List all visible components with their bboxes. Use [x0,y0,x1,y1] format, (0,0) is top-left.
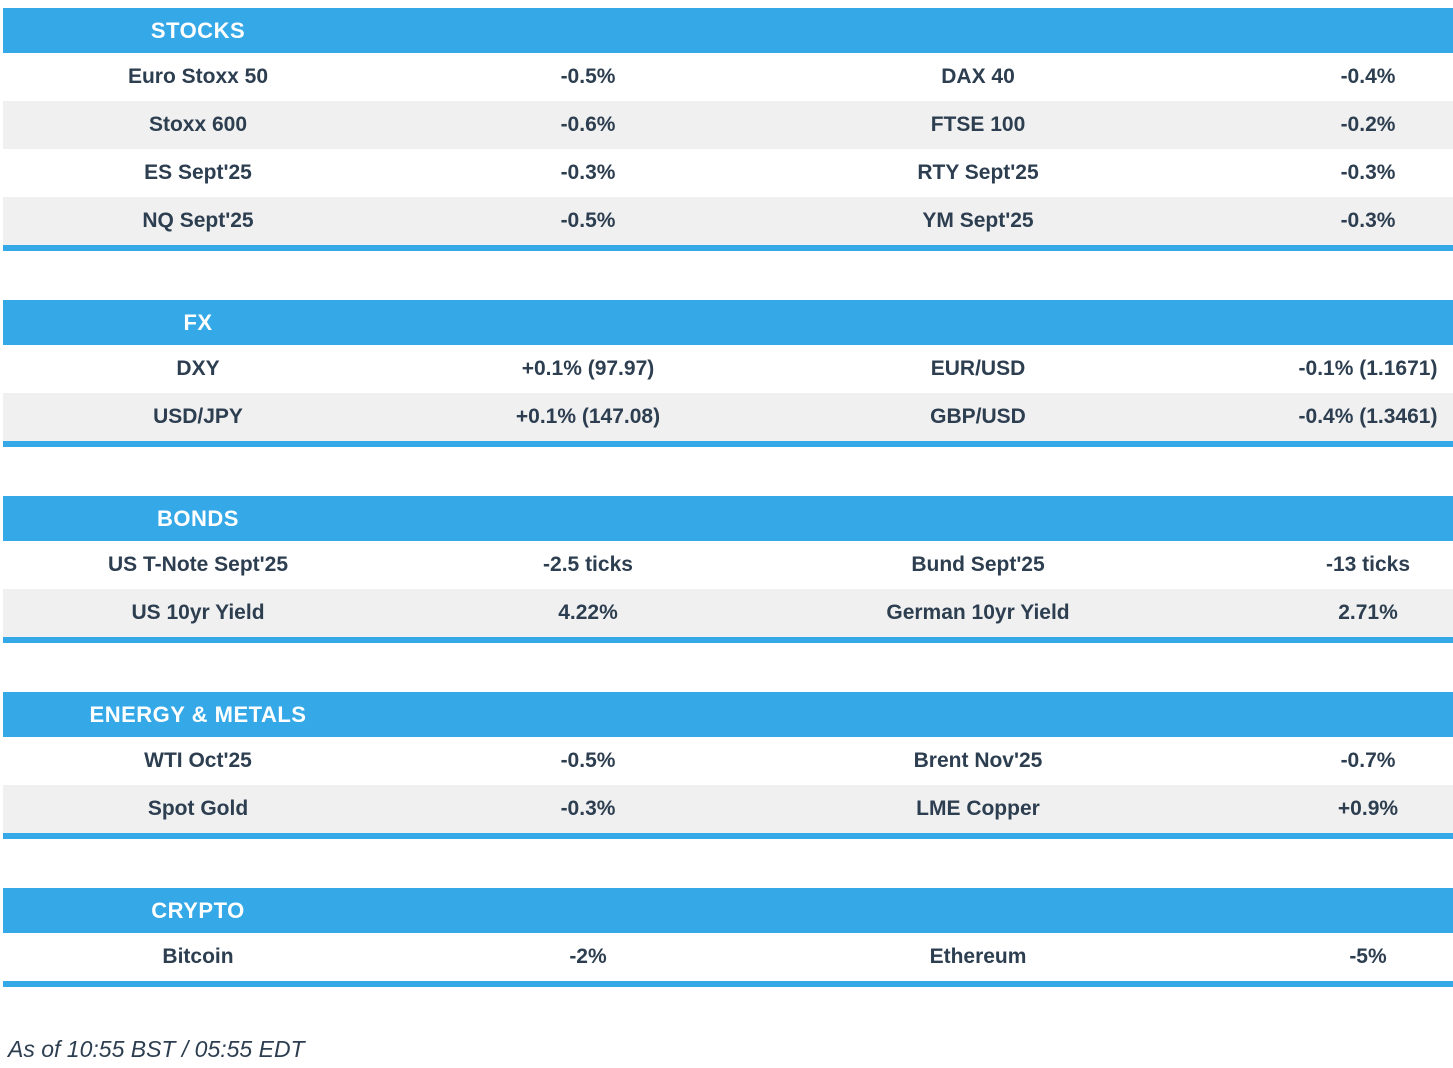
section-header: STOCKS [3,8,1453,53]
instrument-value: -0.6% [560,113,616,136]
table-row: Spot Gold -0.3% LME Copper +0.9% [3,785,1453,833]
instrument-label: USD/JPY [153,405,243,428]
instrument-value: -0.4% (1.3461) [1298,405,1438,428]
instrument-value: +0.1% (97.97) [521,357,655,380]
instrument-label: NQ Sept'25 [142,209,254,232]
section-rows: DXY +0.1% (97.97) EUR/USD -0.1% (1.1671)… [3,345,1453,441]
section-divider [3,833,1453,839]
instrument-label: FTSE 100 [930,113,1026,136]
instrument-label: Spot Gold [147,797,249,820]
table-row: USD/JPY +0.1% (147.08) GBP/USD -0.4% (1.… [3,393,1453,441]
instrument-value: -2% [569,945,607,968]
section-bonds: BONDS US T-Note Sept'25 -2.5 ticks Bund … [3,496,1453,643]
table-row: DXY +0.1% (97.97) EUR/USD -0.1% (1.1671) [3,345,1453,393]
section-rows: Bitcoin -2% Ethereum -5% [3,933,1453,981]
section-stocks: STOCKS Euro Stoxx 50 -0.5% DAX 40 -0.4% … [3,8,1453,251]
instrument-value: -0.1% (1.1671) [1298,357,1438,380]
instrument-value: -2.5 ticks [543,553,633,576]
section-divider [3,637,1453,643]
table-row: ES Sept'25 -0.3% RTY Sept'25 -0.3% [3,149,1453,197]
instrument-value: -0.3% [560,161,616,184]
section-rows: US T-Note Sept'25 -2.5 ticks Bund Sept'2… [3,541,1453,637]
section-rows: Euro Stoxx 50 -0.5% DAX 40 -0.4% Stoxx 6… [3,53,1453,245]
instrument-label: US T-Note Sept'25 [107,553,289,576]
table-row: US T-Note Sept'25 -2.5 ticks Bund Sept'2… [3,541,1453,589]
instrument-label: ES Sept'25 [144,161,252,184]
section-title: ENERGY & METALS [89,701,307,727]
instrument-label: Stoxx 600 [148,113,248,136]
instrument-value: -0.7% [1340,749,1396,772]
instrument-label: YM Sept'25 [922,209,1034,232]
section-title: BONDS [157,505,239,531]
section-title: CRYPTO [151,897,245,923]
instrument-label: RTY Sept'25 [917,161,1039,184]
instrument-label: Bitcoin [162,945,234,968]
section-header: FX [3,300,1453,345]
section-header: BONDS [3,496,1453,541]
instrument-label: Ethereum [929,945,1027,968]
instrument-value: -0.5% [560,65,616,88]
timestamp: As of 10:55 BST / 05:55 EDT [8,1036,305,1062]
instrument-label: DXY [176,357,220,380]
instrument-label: DAX 40 [941,65,1015,88]
instrument-label: Bund Sept'25 [911,553,1045,576]
table-row: Stoxx 600 -0.6% FTSE 100 -0.2% [3,101,1453,149]
instrument-label: EUR/USD [930,357,1026,380]
instrument-value: +0.9% [1337,797,1399,820]
instrument-value: -0.3% [560,797,616,820]
instrument-label: LME Copper [916,797,1040,820]
section-rows: WTI Oct'25 -0.5% Brent Nov'25 -0.7% Spot… [3,737,1453,833]
table-row: US 10yr Yield 4.22% German 10yr Yield 2.… [3,589,1453,637]
instrument-value: +0.1% (147.08) [515,405,661,428]
section-fx: FX DXY +0.1% (97.97) EUR/USD -0.1% (1.16… [3,300,1453,447]
instrument-value: -0.3% [1340,209,1396,232]
section-divider [3,245,1453,251]
section-energy-metals: ENERGY & METALS WTI Oct'25 -0.5% Brent N… [3,692,1453,839]
instrument-value: -0.2% [1340,113,1396,136]
instrument-value: -5% [1349,945,1387,968]
section-title: STOCKS [150,17,246,43]
sections-container: STOCKS Euro Stoxx 50 -0.5% DAX 40 -0.4% … [3,8,1453,987]
table-row: Bitcoin -2% Ethereum -5% [3,933,1453,981]
section-title: FX [183,309,213,335]
instrument-value: -0.3% [1340,161,1396,184]
instrument-value: 2.71% [1338,601,1398,624]
instrument-label: German 10yr Yield [886,601,1070,624]
table-row: NQ Sept'25 -0.5% YM Sept'25 -0.3% [3,197,1453,245]
table-row: Euro Stoxx 50 -0.5% DAX 40 -0.4% [3,53,1453,101]
instrument-label: US 10yr Yield [131,601,265,624]
section-divider [3,981,1453,987]
instrument-label: Euro Stoxx 50 [127,65,269,88]
section-header: CRYPTO [3,888,1453,933]
instrument-value: -0.5% [560,209,616,232]
instrument-value: 4.22% [558,601,618,624]
instrument-label: WTI Oct'25 [144,749,252,772]
instrument-label: GBP/USD [930,405,1026,428]
table-row: WTI Oct'25 -0.5% Brent Nov'25 -0.7% [3,737,1453,785]
instrument-value: -0.5% [560,749,616,772]
section-divider [3,441,1453,447]
instrument-value: -0.4% [1340,65,1396,88]
instrument-value: -13 ticks [1325,553,1411,576]
section-header: ENERGY & METALS [3,692,1453,737]
section-crypto: CRYPTO Bitcoin -2% Ethereum -5% [3,888,1453,987]
instrument-label: Brent Nov'25 [913,749,1043,772]
